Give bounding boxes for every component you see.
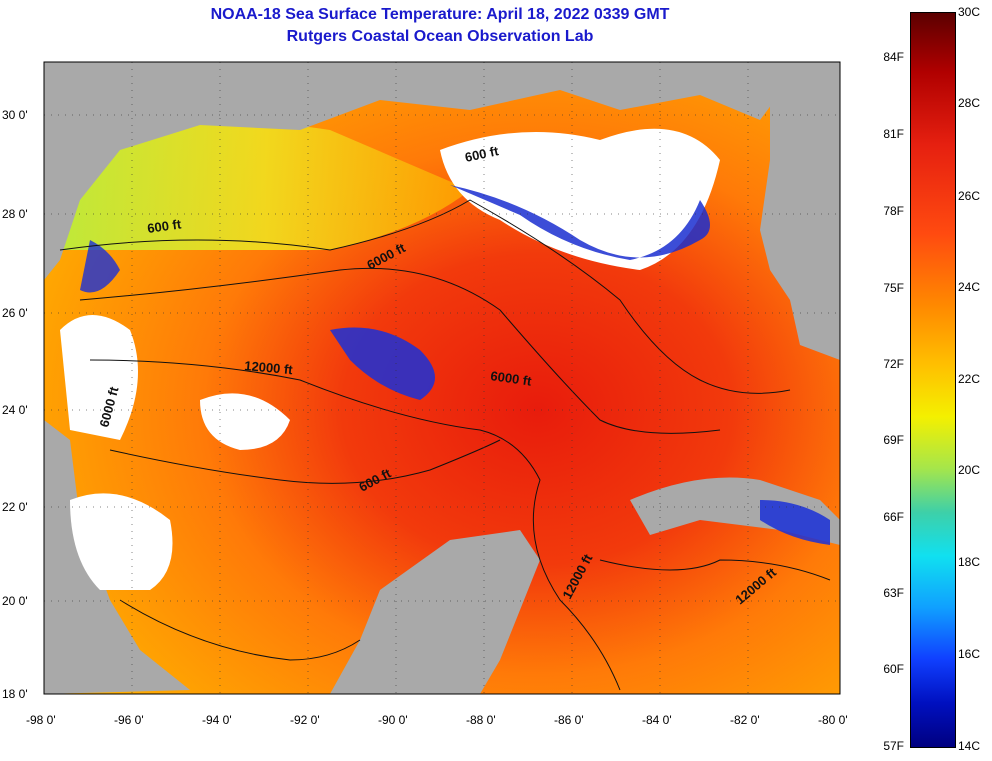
colorbar-c-label: 18C: [958, 555, 981, 569]
lat-label: 18 0': [2, 687, 28, 701]
colorbar-c-label: 16C: [958, 647, 981, 661]
colorbar-f-label: 75F: [883, 281, 904, 295]
contour-label: 600 ft: [146, 216, 182, 236]
lon-label: -92 0': [290, 713, 320, 727]
map-title: NOAA-18 Sea Surface Temperature: April 1…: [210, 6, 670, 23]
colorbar-c-label: 24C: [958, 280, 981, 294]
cloud-central: [200, 393, 290, 450]
contour-label: 6000 ft: [490, 368, 534, 389]
cloud-southwest: [70, 493, 173, 590]
map-subtitle: Rutgers Coastal Ocean Observation Lab: [286, 28, 594, 45]
colorbar-f-label: 78F: [883, 204, 904, 218]
lon-label: -96 0': [114, 713, 144, 727]
colorbar-f-label: 60F: [883, 662, 904, 676]
cloud-north: [440, 128, 720, 270]
latitude-labels: 30 0' 28 0' 26 0' 24 0' 22 0' 20 0' 18 0…: [2, 108, 28, 701]
florida: [760, 62, 840, 360]
cold-band-west: [80, 240, 120, 293]
cold-band-cuba: [760, 500, 830, 545]
longitude-labels: -98 0' -96 0' -94 0' -92 0' -90 0' -88 0…: [26, 713, 848, 727]
lat-label: 26 0': [2, 306, 28, 320]
lon-label: -94 0': [202, 713, 232, 727]
plot-frame: [43, 61, 841, 695]
lon-label: -86 0': [554, 713, 584, 727]
colorbar-c-label: 22C: [958, 372, 981, 386]
lon-label: -90 0': [378, 713, 408, 727]
lon-label: -98 0': [26, 713, 56, 727]
lat-label: 24 0': [2, 403, 28, 417]
yucatan: [330, 530, 540, 694]
graticule: [44, 62, 840, 694]
colorbar-f-label: 57F: [883, 739, 904, 753]
cold-band-central: [330, 327, 435, 400]
colorbar-f-label: 84F: [883, 50, 904, 64]
colorbar-f-label: 66F: [883, 510, 904, 524]
temperature-colorbar: [910, 12, 956, 748]
cloud-west: [60, 315, 138, 440]
colorbar-c-label: 14C: [958, 739, 981, 753]
contour-label: 600 ft: [464, 143, 501, 165]
lon-label: -82 0': [730, 713, 760, 727]
colorbar-f-label: 69F: [883, 433, 904, 447]
northern-shelf: [60, 120, 470, 250]
mexico-west: [44, 420, 190, 694]
lon-label: -84 0': [642, 713, 672, 727]
colorbar-c-label: 30C: [958, 5, 981, 19]
colorbar-f-label: 72F: [883, 357, 904, 371]
colorbar-c-label: 28C: [958, 96, 981, 110]
lat-label: 28 0': [2, 207, 28, 221]
lat-label: 30 0': [2, 108, 28, 122]
colorbar-c-label: 20C: [958, 463, 981, 477]
colorbar-f-label: 81F: [883, 127, 904, 141]
lat-label: 20 0': [2, 594, 28, 608]
contour-label: 12000 ft: [244, 358, 294, 377]
colorbar-c-label: 26C: [958, 189, 981, 203]
lon-label: -80 0': [818, 713, 848, 727]
colorbar-f-label: 63F: [883, 586, 904, 600]
lon-label: -88 0': [466, 713, 496, 727]
lat-label: 22 0': [2, 500, 28, 514]
cold-band-north: [450, 185, 710, 260]
us-gulf-coast: [44, 62, 840, 280]
